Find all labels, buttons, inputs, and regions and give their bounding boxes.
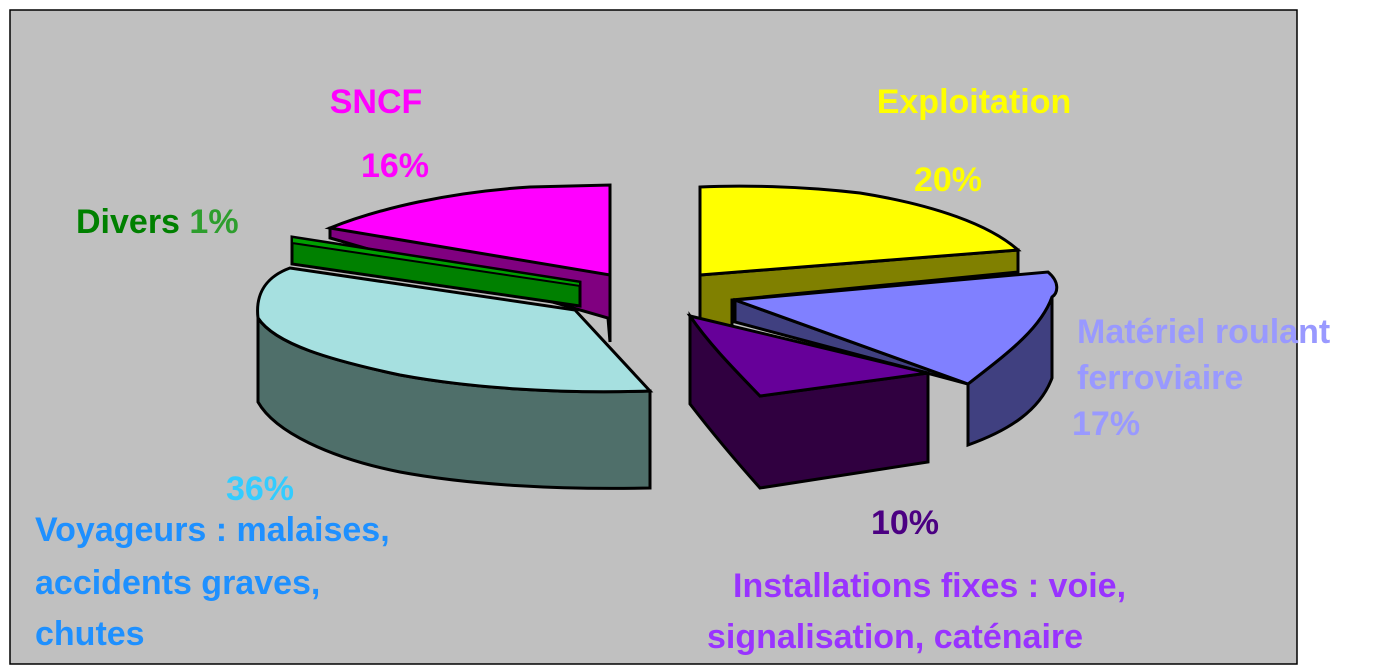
pie-slice-installations-fixes — [686, 311, 930, 490]
label-divers-name: Divers — [76, 203, 180, 241]
label-voyageurs-line1: Voyageurs : malaises, — [35, 511, 390, 549]
label-materiel-roulant: Matériel roulant ferroviaire — [1077, 313, 1340, 397]
value-sncf: 16% — [361, 147, 429, 185]
label-sncf: SNCF — [330, 83, 423, 121]
label-installations-line1: Installations fixes : voie, — [733, 567, 1126, 605]
label-exploitation: Exploitation — [877, 83, 1072, 121]
pie-slice-divers — [290, 235, 582, 308]
value-exploitation: 20% — [914, 161, 982, 199]
label-materiel-roulant-line1: Matériel roulant — [1077, 313, 1330, 351]
label-materiel-roulant-line2: ferroviaire — [1077, 359, 1243, 397]
pie-slice-materiel-roulant — [733, 270, 1059, 448]
label-voyageurs-line2: accidents graves, — [35, 564, 320, 602]
chart-background — [9, 9, 1298, 665]
value-installations-fixes: 10% — [871, 504, 939, 542]
label-installations-line2: signalisation, caténaire — [707, 618, 1083, 656]
value-materiel-roulant: 17% — [1072, 405, 1140, 443]
value-divers: 1% — [189, 203, 238, 241]
label-voyageurs-line3: chutes — [35, 615, 145, 653]
pie-slice-voyageurs — [256, 266, 654, 490]
label-divers: Divers 1% — [76, 203, 239, 241]
label-installations-fixes: Installations fixes : voie, signalisatio… — [707, 567, 1135, 656]
value-voyageurs: 36% — [226, 470, 294, 508]
pie-slice-exploitation — [698, 184, 1022, 367]
label-voyageurs: Voyageurs : malaises, accidents graves, … — [35, 511, 399, 653]
